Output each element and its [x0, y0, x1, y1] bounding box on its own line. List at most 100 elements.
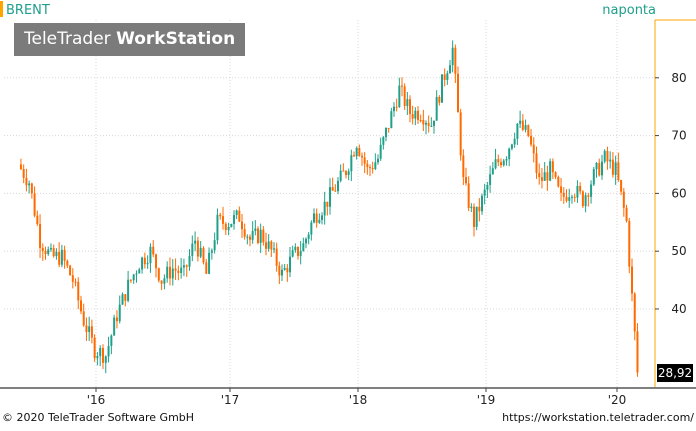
candle-body [286, 267, 289, 273]
candle-body [222, 216, 225, 224]
candle-body [22, 169, 25, 178]
candle-body [191, 243, 194, 256]
candle-body [543, 172, 546, 181]
candle-body [44, 250, 47, 255]
candle-body [570, 196, 573, 198]
candle-body [79, 300, 82, 312]
candle-body [33, 193, 36, 216]
candle-body [291, 250, 294, 257]
candle-body [622, 191, 625, 208]
candle-body [473, 206, 475, 227]
watermark-product: WorkStation [116, 29, 236, 49]
y-tick-label: 80 [671, 71, 686, 85]
candle-body [590, 184, 593, 197]
interval-label: naponta [602, 3, 656, 18]
candle-body [411, 114, 414, 119]
candle-body [433, 120, 435, 126]
candle-body [283, 267, 286, 270]
candle-body [337, 180, 339, 192]
candle-body [516, 123, 519, 139]
candle-body [55, 251, 58, 257]
candle-body [127, 279, 130, 301]
candle-body [438, 96, 441, 103]
candle-body [297, 246, 299, 256]
candle-body [281, 269, 283, 276]
candle-body [66, 260, 69, 266]
y-tick-label: 60 [671, 186, 686, 200]
candle-body [129, 279, 132, 281]
candle-body [486, 185, 489, 190]
candle-body [219, 214, 222, 217]
candle-body [182, 265, 185, 268]
candle-body [49, 247, 52, 250]
candle-body [157, 268, 160, 281]
candle-body [403, 86, 406, 106]
candle-body [617, 162, 620, 181]
candle-body [355, 147, 358, 157]
candle-body [483, 189, 486, 196]
candle-body [90, 326, 93, 338]
candle-body [132, 274, 135, 281]
candle-body [598, 162, 601, 176]
copyright-text: © 2020 TeleTrader Software GmbH [2, 411, 195, 424]
candle-body [196, 240, 199, 257]
candle-body [422, 120, 425, 125]
candle-body [71, 275, 74, 282]
candle-body [557, 176, 560, 187]
candle-body [321, 215, 323, 220]
candle-body [353, 155, 355, 157]
candle-body [74, 281, 77, 283]
y-tick-label: 50 [671, 244, 686, 258]
candle-body [188, 255, 191, 267]
candle-body [163, 278, 166, 284]
candle-body [581, 191, 584, 207]
candle-body [275, 248, 278, 266]
candle-body [152, 246, 155, 255]
source-url-link[interactable]: https://workstation.teletrader.com/ [502, 411, 694, 424]
candle-body [620, 180, 623, 192]
candle-body [313, 213, 315, 223]
candle-body [395, 106, 398, 108]
candle-body [465, 177, 467, 184]
candle-body [532, 144, 535, 154]
candle-body [329, 187, 331, 207]
x-tick-label: '19 [477, 393, 496, 407]
candle-body [393, 106, 395, 112]
candle-body [435, 96, 438, 121]
candle-body [546, 172, 549, 181]
candle-body [323, 201, 326, 216]
candle-body [315, 213, 318, 223]
candle-body [194, 240, 197, 244]
candle-body [425, 122, 427, 125]
candle-body [135, 273, 138, 275]
watermark-brand: TeleTrader [24, 29, 111, 49]
candle-body [449, 65, 451, 74]
candle-body [118, 304, 121, 322]
candle-body [478, 206, 481, 212]
candle-body [481, 195, 483, 212]
candle-body [121, 294, 124, 305]
candle-body [265, 242, 267, 249]
candle-body [427, 122, 430, 126]
candle-body [302, 243, 305, 252]
teletrader-watermark: TeleTrader WorkStation [14, 23, 246, 56]
candle-body [390, 111, 393, 129]
candle-body [52, 247, 55, 257]
candle-body [521, 120, 524, 130]
candle-body [155, 254, 158, 269]
candle-body [25, 177, 28, 186]
candle-body [446, 73, 449, 80]
candle-body [238, 210, 241, 222]
candle-body [600, 161, 603, 176]
candle-body [30, 183, 33, 194]
candle-body [63, 249, 66, 261]
candle-body [243, 229, 246, 237]
candle-body [592, 169, 595, 185]
candle-body [251, 231, 254, 240]
candle-body [454, 47, 457, 74]
candle-body [609, 159, 612, 162]
candle-body [235, 210, 238, 215]
candle-body [96, 356, 99, 359]
instrument-marker [0, 1, 3, 17]
